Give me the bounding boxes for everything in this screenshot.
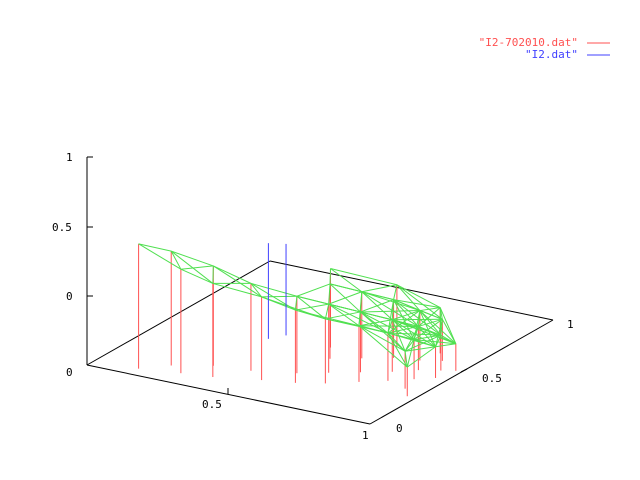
surface-edge-14-29	[387, 332, 408, 368]
series-impulses-i2	[267, 243, 287, 339]
surface-edge-1-4	[170, 250, 214, 284]
surface-edge-15-27	[418, 307, 441, 327]
surface-edge-19-27	[439, 307, 457, 344]
surface-edge-18-19	[435, 343, 456, 348]
surface-edge-28-29	[404, 351, 408, 368]
surface-edge-16-17	[413, 334, 441, 341]
surface-edge-6-7	[261, 295, 297, 298]
surface-edge-13-23	[392, 310, 421, 321]
surface-edge-23-24	[419, 310, 443, 320]
surface-mesh	[138, 243, 457, 368]
surface-edge-23-27	[419, 307, 441, 312]
surface-edge-0-2	[138, 243, 182, 270]
surface-edge-15-18	[418, 326, 436, 348]
z-tick-label-1: 1	[66, 151, 73, 164]
surface-edge-23-26	[396, 284, 421, 311]
surface-edge-15-19	[418, 325, 457, 345]
surface-edge-8-9	[295, 303, 329, 311]
surface-edge-16-29	[406, 339, 415, 368]
surface-edge-18-24	[435, 319, 443, 347]
legend-label-i2-702010: "I2-702010.dat"	[479, 36, 578, 49]
surface-edge-7-8	[294, 296, 298, 311]
surface-edge-25-26	[330, 268, 398, 286]
surface-edge-4-6	[212, 282, 262, 298]
surface-edge-3-6	[213, 265, 262, 298]
y-tick-label-0: 0	[396, 422, 403, 435]
z-tick-label-0.5: 0.5	[52, 221, 72, 234]
surface-edge-18-23	[419, 310, 436, 347]
y-tick-0.5	[460, 368, 468, 373]
surface-edge-21-25	[330, 268, 363, 293]
surface-edge-5-6	[250, 283, 263, 298]
surface-edge-17-22	[393, 299, 442, 336]
surface-edge-3-5	[213, 265, 252, 284]
surface-edge-16-22	[393, 299, 415, 340]
surface-edge-26-27	[396, 284, 441, 309]
surface-edge-16-18	[413, 339, 436, 348]
surface-edge-12-13	[358, 319, 393, 327]
surface-edge-22-27	[393, 299, 441, 309]
surface-edge-11-20	[329, 283, 361, 313]
surface-edge-12-28	[358, 325, 406, 352]
surface-edge-24-26	[396, 284, 443, 320]
surface-edge-12-29	[358, 325, 408, 368]
x-tick-label-1: 1	[362, 429, 369, 442]
y-tick-label-0.5: 0.5	[482, 372, 502, 385]
surface-edge-1-2	[170, 250, 182, 270]
surface-edge-22-26	[393, 284, 398, 300]
surface-edge-12-21	[358, 291, 363, 326]
x-tick-label-0.5: 0.5	[202, 398, 222, 411]
surface-edge-9-10	[324, 303, 330, 320]
surface-edge-13-18	[391, 319, 436, 348]
surface-edge-19-23	[419, 310, 457, 345]
surface-edge-14-15	[387, 325, 419, 334]
surface-edge-0-1	[138, 243, 172, 252]
legend: "I2-702010.dat" "I2.dat"	[479, 36, 610, 61]
surface-edge-16-28	[404, 339, 415, 352]
surface-edge-1-3	[171, 250, 214, 267]
surface-edge-17-23	[419, 310, 442, 336]
surface-edge-21-23	[361, 291, 421, 312]
surface-edge-24-27	[439, 307, 443, 320]
surface-edge-9-20	[328, 283, 331, 305]
y-tick-label-1: 1	[567, 318, 574, 331]
surface-edge-9-14	[328, 303, 389, 334]
surface-edge-15-22	[393, 299, 419, 327]
surface-edge-2-3	[180, 265, 214, 270]
x-axis-front	[86, 364, 371, 425]
surface-edge-16-19	[414, 339, 456, 345]
surface-edge-14-22	[387, 299, 395, 334]
tick-labels: 1 0.5 0 0 0.5 1 0 0.5 1	[52, 151, 574, 442]
surface-edge-21-26	[361, 284, 397, 293]
surface-edge-14-28	[387, 332, 406, 352]
surface-edge-5-7	[250, 282, 298, 297]
surface-edge-17-28	[404, 334, 442, 352]
surface-edge-16-23	[413, 310, 421, 340]
surface-edge-13-21	[361, 291, 393, 321]
surface-edge-10-11	[325, 311, 361, 320]
origin-tick-label-0: 0	[66, 366, 73, 379]
surface-edge-14-23	[387, 310, 421, 334]
surface-edge-18-28	[405, 346, 436, 352]
legend-label-i2: "I2.dat"	[525, 48, 578, 61]
surface-edge-17-27	[439, 307, 442, 336]
x-axis-back	[269, 260, 554, 321]
z-tick-label-0: 0	[66, 290, 73, 303]
y-axis-back	[86, 260, 271, 366]
surface-edge-17-19	[440, 334, 457, 345]
surface-edge-11-23	[360, 310, 420, 313]
surface-edge-18-29	[406, 346, 436, 368]
surface-edge-2-4	[180, 268, 214, 284]
surface-edge-15-21	[361, 291, 419, 327]
surface-edge-13-19	[392, 319, 457, 345]
surface-edge-7-20	[296, 283, 331, 297]
